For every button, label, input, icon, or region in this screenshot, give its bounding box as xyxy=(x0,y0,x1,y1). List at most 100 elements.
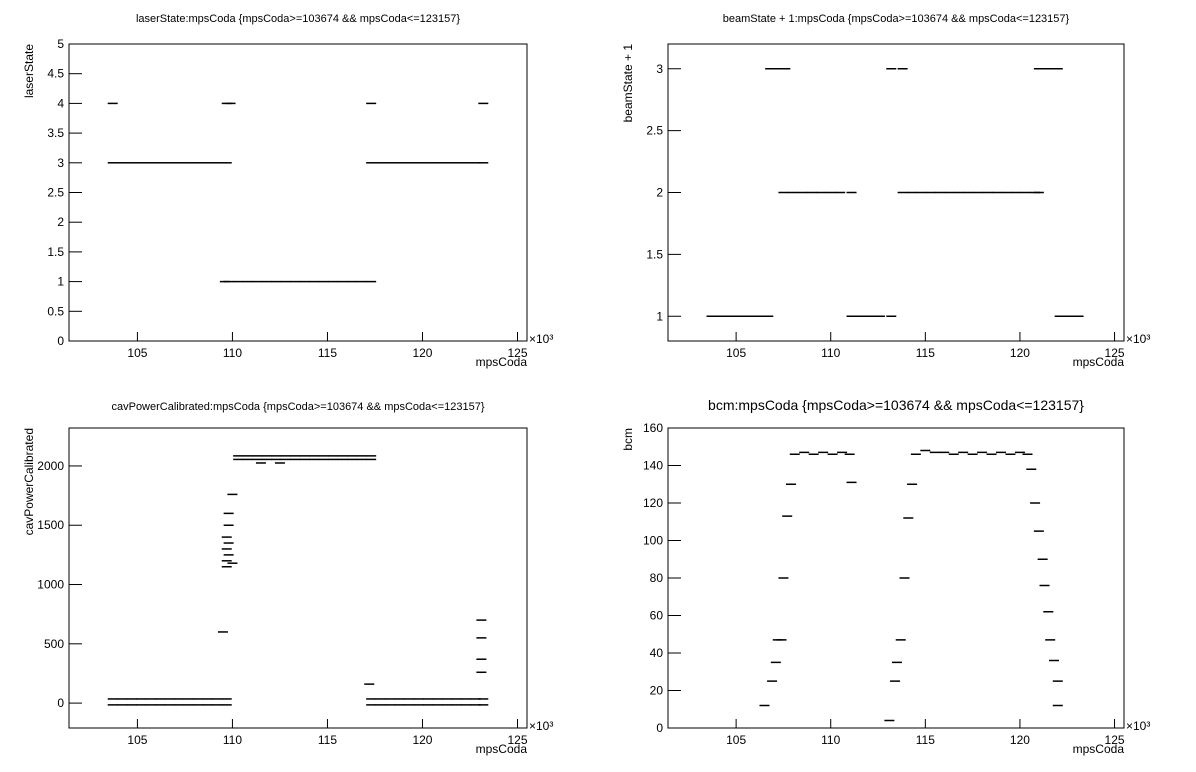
point xyxy=(413,698,424,700)
point xyxy=(347,280,358,283)
point xyxy=(865,315,876,317)
y-tick-label: 4.5 xyxy=(47,67,64,81)
point xyxy=(470,698,481,700)
point xyxy=(261,458,272,461)
point xyxy=(233,458,244,461)
y-tick-label: 1 xyxy=(656,309,663,323)
point xyxy=(107,162,118,164)
point xyxy=(183,704,194,706)
point xyxy=(797,191,808,194)
y-tick-label: 80 xyxy=(650,571,664,585)
point xyxy=(356,455,367,457)
x-tick-label: 120 xyxy=(1010,733,1030,747)
x-tick-label: 115 xyxy=(916,733,935,747)
x-multiplier: ×10³ xyxy=(1126,332,1150,346)
point xyxy=(375,162,386,164)
point xyxy=(774,68,785,70)
point xyxy=(461,162,472,164)
point xyxy=(271,458,282,461)
y-tick-label: 1000 xyxy=(37,578,64,592)
point xyxy=(356,280,367,283)
point xyxy=(744,315,755,317)
point xyxy=(1073,315,1084,317)
point xyxy=(290,455,301,457)
point xyxy=(107,704,118,706)
y-tick-label: 5 xyxy=(57,37,64,51)
point xyxy=(759,704,770,707)
point xyxy=(1011,191,1022,194)
point xyxy=(366,102,377,105)
point xyxy=(145,698,156,700)
y-tick-label: 160 xyxy=(643,421,663,435)
point xyxy=(442,162,453,164)
point xyxy=(1043,68,1054,70)
x-tick-label: 120 xyxy=(412,346,432,360)
point xyxy=(290,280,301,283)
point xyxy=(963,191,974,194)
point xyxy=(164,704,175,706)
point xyxy=(299,458,310,461)
point xyxy=(734,315,745,317)
point xyxy=(221,536,232,538)
point xyxy=(944,191,955,194)
chart-title: beamState + 1:mpsCoda {mpsCoda>=103674 &… xyxy=(723,13,1070,25)
point xyxy=(193,162,204,164)
point xyxy=(1014,451,1025,454)
point xyxy=(404,162,415,164)
point xyxy=(977,451,988,454)
point xyxy=(274,462,285,464)
point xyxy=(910,453,921,455)
x-tick-label: 115 xyxy=(318,346,337,360)
point xyxy=(778,577,789,579)
point xyxy=(221,565,232,568)
y-tick-label: 40 xyxy=(650,646,664,660)
chart-title: cavPowerCalibrated:mpsCoda {mpsCoda>=103… xyxy=(111,401,484,413)
point xyxy=(202,698,213,700)
x-axis-label: mpsCoda xyxy=(1073,355,1125,369)
x-tick-label: 125 xyxy=(1105,346,1125,360)
point xyxy=(874,315,885,317)
point xyxy=(227,562,238,564)
point xyxy=(1033,530,1044,532)
point xyxy=(193,704,204,706)
point xyxy=(375,704,386,706)
point xyxy=(478,102,489,105)
y-tick-label: 1.5 xyxy=(646,247,663,261)
point xyxy=(827,453,838,455)
point xyxy=(926,191,937,194)
point xyxy=(706,315,717,317)
point xyxy=(1033,191,1044,194)
point xyxy=(1030,502,1041,504)
y-tick-label: 500 xyxy=(44,637,64,651)
point xyxy=(782,515,793,517)
point xyxy=(117,698,128,700)
point xyxy=(920,449,931,452)
point xyxy=(799,451,810,454)
y-tick-label: 3 xyxy=(57,156,64,170)
point xyxy=(835,191,846,194)
point xyxy=(212,704,223,706)
point xyxy=(432,162,443,164)
point xyxy=(789,453,800,455)
point xyxy=(476,637,487,639)
point xyxy=(202,704,213,706)
point xyxy=(136,698,147,700)
point xyxy=(221,704,232,706)
point xyxy=(337,455,348,457)
y-tick-label: 2 xyxy=(656,186,663,200)
y-tick-label: 0 xyxy=(57,696,64,710)
point xyxy=(223,554,234,556)
point xyxy=(413,162,424,164)
point xyxy=(1039,584,1050,587)
point xyxy=(271,280,282,283)
point xyxy=(366,455,377,457)
x-tick-label: 105 xyxy=(127,346,147,360)
point xyxy=(221,560,232,562)
y-tick-label: 2000 xyxy=(37,459,64,473)
point xyxy=(221,548,232,550)
point xyxy=(145,162,156,164)
point xyxy=(126,162,137,164)
x-axis-label: mpsCoda xyxy=(476,355,528,369)
point xyxy=(366,162,377,164)
point xyxy=(242,280,253,283)
